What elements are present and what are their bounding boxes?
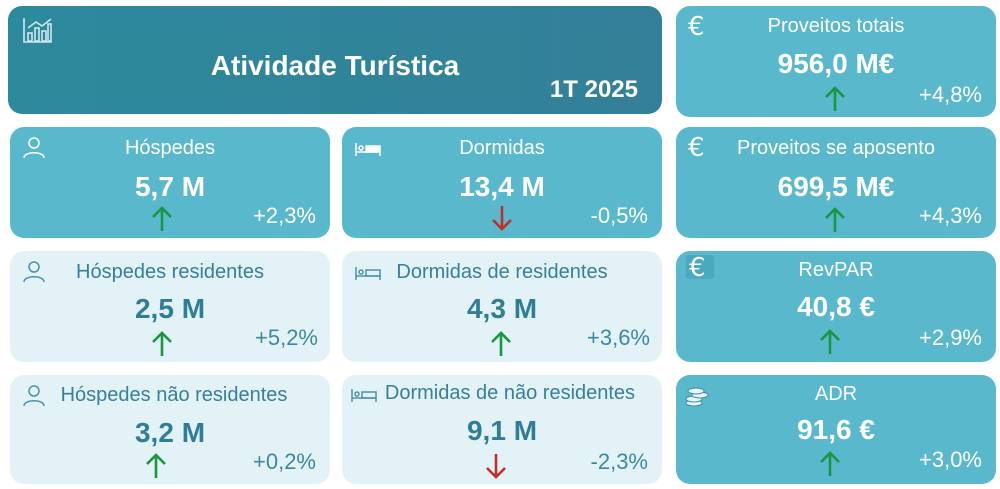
bed-icon: [354, 139, 382, 163]
card-value: 4,3 M: [466, 293, 538, 324]
card-dormidas-nao-residentes: Dormidas de não residentes 9,1 M -2,3%: [342, 375, 662, 484]
card-hospedes-residentes: Hóspedes residentes 2,5 M +5,2%: [10, 251, 330, 362]
period-label: 1T 2025: [549, 76, 638, 103]
card-change: +2,3%: [253, 203, 316, 228]
card-adr: ADR 91,6 € +3,0%: [676, 375, 996, 484]
euro-icon: €: [688, 12, 705, 42]
card-change: -2,3%: [590, 449, 648, 474]
euro-icon: €: [686, 255, 714, 281]
bed-icon: [350, 385, 378, 409]
arrow-down-icon: [491, 205, 513, 231]
arrow-down-icon: [485, 453, 507, 479]
card-hospedes-nao-residentes: Hóspedes não residentes 3,2 M +0,2%: [10, 375, 330, 484]
card-label: Hóspedes: [124, 137, 216, 159]
card-proveitos-totais: € Proveitos totais 956,0 M€ +4,8%: [676, 6, 996, 117]
person-icon: [22, 135, 50, 159]
person-icon: [22, 383, 50, 407]
card-value: 3,2 M: [134, 417, 206, 448]
card-change: -0,5%: [590, 203, 648, 228]
card-value: 699,5 M€: [777, 171, 895, 202]
card-label: Dormidas de não residentes: [384, 382, 636, 404]
card-dormidas: Dormidas 13,4 M -0,5%: [342, 127, 662, 238]
card-label: RevPAR: [798, 259, 874, 281]
page-title: Atividade Turística: [210, 50, 460, 81]
bar-chart-icon: [22, 16, 54, 44]
arrow-up-icon: [824, 207, 846, 233]
card-label: Proveitos se aposento: [737, 137, 935, 159]
card-value: 91,6 €: [797, 414, 875, 445]
person-icon: [22, 259, 50, 283]
card-revpar: € RevPAR 40,8 € +2,9%: [676, 251, 996, 362]
card-label: Dormidas: [459, 137, 545, 159]
card-change: +5,2%: [255, 325, 318, 350]
card-proveitos-aposento: € Proveitos se aposento 699,5 M€ +4,3%: [676, 127, 996, 238]
arrow-up-icon: [819, 329, 841, 355]
arrow-up-icon: [151, 206, 173, 232]
card-change: +2,9%: [919, 325, 982, 350]
card-change: +3,6%: [587, 325, 650, 350]
card-hospedes: Hóspedes 5,7 M +2,3%: [10, 127, 330, 238]
card-value: 2,5 M: [134, 293, 206, 324]
euro-icon: €: [688, 133, 705, 163]
coins-icon: [684, 385, 712, 409]
card-label: Hóspedes residentes: [76, 261, 264, 283]
card-dormidas-residentes: Dormidas de residentes 4,3 M +3,6%: [342, 251, 662, 362]
card-label: Dormidas de residentes: [396, 261, 608, 283]
card-change: +4,3%: [919, 203, 982, 228]
card-value: 5,7 M: [134, 171, 206, 202]
header-card: Atividade Turística 1T 2025: [8, 6, 662, 114]
arrow-up-icon: [151, 331, 173, 357]
card-change: +0,2%: [253, 449, 316, 474]
card-value: 9,1 M: [466, 415, 538, 446]
card-change: +3,0%: [919, 447, 982, 472]
card-label: Proveitos totais: [767, 15, 905, 37]
card-value: 13,4 M: [459, 171, 545, 202]
card-label: Hóspedes não residentes: [60, 384, 288, 406]
arrow-up-icon: [490, 331, 512, 357]
card-value: 40,8 €: [797, 291, 875, 322]
card-change: +4,8%: [919, 82, 982, 107]
arrow-up-icon: [824, 86, 846, 112]
arrow-up-icon: [145, 453, 167, 479]
arrow-up-icon: [819, 451, 841, 477]
card-value: 956,0 M€: [777, 48, 895, 79]
bed-icon: [354, 263, 382, 287]
card-label: ADR: [814, 383, 858, 405]
